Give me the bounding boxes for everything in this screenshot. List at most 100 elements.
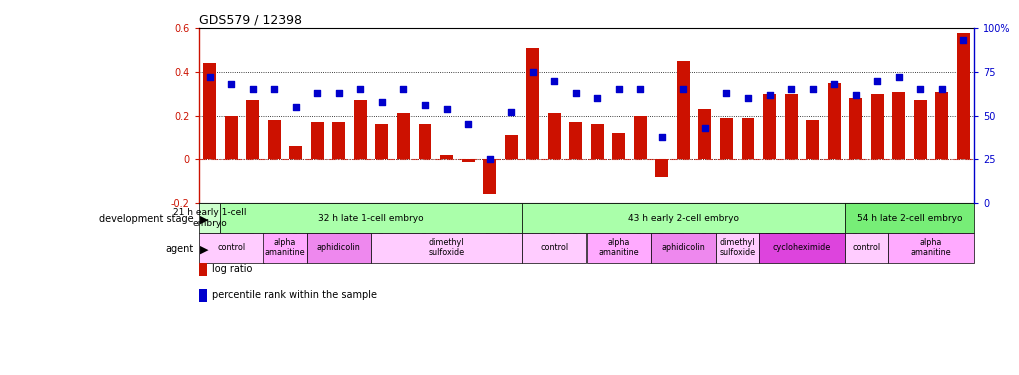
Point xyxy=(825,81,842,87)
Bar xyxy=(462,159,474,162)
Point xyxy=(653,134,669,140)
Bar xyxy=(655,159,667,177)
Bar xyxy=(375,124,388,159)
Point xyxy=(545,78,561,84)
Point xyxy=(309,90,325,96)
Bar xyxy=(547,114,560,159)
Bar xyxy=(199,203,220,233)
Bar xyxy=(611,133,625,159)
Bar xyxy=(371,233,522,262)
Text: ▶: ▶ xyxy=(200,214,208,224)
Bar xyxy=(698,109,710,159)
Bar xyxy=(762,94,775,159)
Text: cycloheximide: cycloheximide xyxy=(772,243,830,252)
Bar xyxy=(289,146,302,159)
Point xyxy=(804,86,820,92)
Bar xyxy=(758,233,844,262)
Point xyxy=(911,86,927,92)
Point xyxy=(739,95,755,101)
Bar xyxy=(892,92,904,159)
Bar xyxy=(203,63,216,159)
Bar xyxy=(199,233,263,262)
Point xyxy=(373,99,389,105)
Point xyxy=(954,38,970,44)
Bar xyxy=(504,135,517,159)
Point xyxy=(847,92,863,98)
Point xyxy=(632,86,648,92)
Text: alpha
amanitine: alpha amanitine xyxy=(598,238,639,257)
Bar xyxy=(586,233,650,262)
Text: control: control xyxy=(540,243,568,252)
Point xyxy=(589,95,605,101)
Text: ▶: ▶ xyxy=(200,244,208,254)
Point xyxy=(717,90,734,96)
Bar xyxy=(888,233,973,262)
Bar xyxy=(934,92,948,159)
Bar xyxy=(224,116,237,159)
Bar xyxy=(805,120,818,159)
Point xyxy=(352,86,368,92)
Text: 32 h late 1-cell embryo: 32 h late 1-cell embryo xyxy=(318,213,424,222)
Point xyxy=(932,86,949,92)
Point xyxy=(330,90,346,96)
Bar xyxy=(677,61,689,159)
Text: control: control xyxy=(217,243,245,252)
Bar xyxy=(483,159,495,195)
Bar xyxy=(418,124,431,159)
Point xyxy=(481,156,497,162)
Point xyxy=(890,74,906,80)
Text: control: control xyxy=(852,243,879,252)
Text: 21 h early 1-cell
embryо: 21 h early 1-cell embryо xyxy=(173,209,247,228)
Bar xyxy=(311,122,323,159)
Bar xyxy=(844,233,888,262)
Bar xyxy=(268,120,280,159)
Text: development stage: development stage xyxy=(99,214,194,224)
Bar xyxy=(439,155,452,159)
Point xyxy=(868,78,884,84)
Point xyxy=(567,90,583,96)
Bar xyxy=(307,233,371,262)
Point xyxy=(223,81,239,87)
Point xyxy=(287,104,304,110)
Bar xyxy=(849,98,861,159)
Bar xyxy=(526,48,539,159)
Bar xyxy=(263,233,307,262)
Point xyxy=(610,86,627,92)
Bar xyxy=(590,124,603,159)
Bar xyxy=(354,100,367,159)
Text: log ratio: log ratio xyxy=(212,264,253,274)
Bar xyxy=(332,122,345,159)
Point xyxy=(395,86,412,92)
Point xyxy=(502,109,519,115)
Text: percentile rank within the sample: percentile rank within the sample xyxy=(212,290,377,300)
Point xyxy=(524,69,540,75)
Point xyxy=(760,92,776,98)
Point xyxy=(783,86,799,92)
Text: aphidicolin: aphidicolin xyxy=(661,243,704,252)
Text: alpha
amanitine: alpha amanitine xyxy=(910,238,951,257)
Bar xyxy=(633,116,646,159)
Text: dimethyl
sulfoxide: dimethyl sulfoxide xyxy=(718,238,754,257)
Text: dimethyl
sulfoxide: dimethyl sulfoxide xyxy=(428,238,464,257)
Text: 43 h early 2-cell embryo: 43 h early 2-cell embryo xyxy=(628,213,738,222)
Point xyxy=(202,74,218,80)
Bar xyxy=(396,114,410,159)
Text: agent: agent xyxy=(165,244,194,254)
Bar xyxy=(522,203,844,233)
Bar xyxy=(719,118,733,159)
Bar xyxy=(784,94,797,159)
Point xyxy=(417,102,433,108)
Point xyxy=(266,86,282,92)
Bar xyxy=(844,203,973,233)
Bar xyxy=(870,94,882,159)
Point xyxy=(675,86,691,92)
Point xyxy=(438,106,454,112)
Point xyxy=(245,86,261,92)
Point xyxy=(460,122,476,128)
Point xyxy=(696,125,712,131)
Bar xyxy=(956,33,969,159)
Bar xyxy=(246,100,259,159)
Bar xyxy=(522,233,586,262)
Text: alpha
amanitine: alpha amanitine xyxy=(265,238,305,257)
Text: aphidicolin: aphidicolin xyxy=(317,243,361,252)
